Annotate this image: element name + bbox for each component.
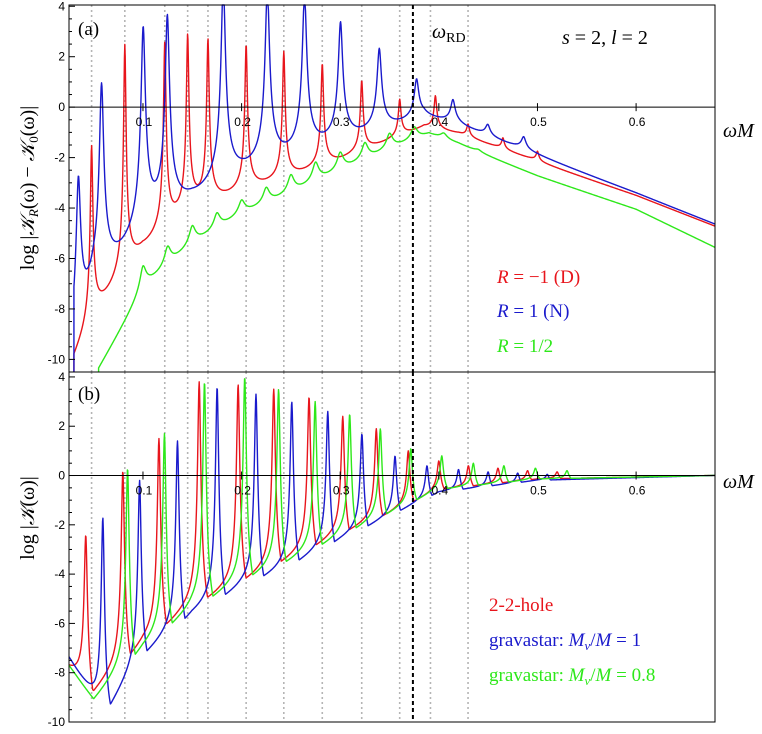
y-tick-label: -2 xyxy=(54,151,65,165)
panel-a-dotted-lines xyxy=(90,5,469,372)
panel-label-a: (a) xyxy=(78,19,99,40)
series-line-b-2 xyxy=(68,378,716,700)
legend-entry-r-1: R = 1 (N) xyxy=(496,301,569,322)
x-axis-label-a: ωM xyxy=(723,120,755,142)
y-tick-label: -8 xyxy=(54,302,65,316)
y-tick-label: -6 xyxy=(54,616,65,630)
x-tick-label: 0.1 xyxy=(136,115,153,129)
y-axis-label-b: log |𝒦(ω)| xyxy=(17,476,39,560)
y-axis-label-a: log |𝒦R(ω) − 𝒦0(ω)| xyxy=(17,106,41,270)
y-tick-label: 0 xyxy=(58,469,65,483)
ringdown-label: ωRD xyxy=(432,21,466,46)
y-tick-label: -10 xyxy=(48,352,66,366)
x-tick-label: 0.3 xyxy=(333,115,350,129)
x-tick-label: 0.1 xyxy=(136,484,153,498)
series-line-a-0 xyxy=(73,33,716,372)
y-tick-label: 2 xyxy=(58,419,65,433)
x-tick-label: 0.3 xyxy=(333,484,350,498)
y-tick-label: -4 xyxy=(54,201,65,215)
series-line-a-1 xyxy=(73,4,716,372)
legend-entry-r-half: R = 1/2 xyxy=(496,336,553,357)
panel-a-series xyxy=(73,4,716,372)
legend-entry-gravastar-1: gravastar: Mv/M = 1 xyxy=(489,630,641,653)
panel-b-frame xyxy=(68,371,716,723)
panel-b-series xyxy=(68,378,716,705)
x-tick-label: 0.4 xyxy=(432,484,449,498)
panel-b-axes: 0.1 0.2 0.3 0.4 0.5 0.6 4 2 0 -2 -4 -6 -8 -10 xyxy=(48,370,715,729)
panel-label-b: (b) xyxy=(78,384,100,405)
legend-a: R = −1 (D) R = 1 (N) R = 1/2 xyxy=(496,267,580,357)
panel-a-axes: 0.1 0.2 0.3 0.4 0.5 0.6 4 2 0 -2 -4 -6 -8 -10 xyxy=(48,0,715,373)
legend-entry-2-2-hole: 2-2-hole xyxy=(489,595,553,616)
y-tick-label: 4 xyxy=(58,370,65,384)
legend-entry-gravastar-08: gravastar: Mv/M = 0.8 xyxy=(489,665,655,688)
x-tick-label: 0.5 xyxy=(530,115,547,129)
panel-a: 0.1 0.2 0.3 0.4 0.5 0.6 4 2 0 -2 -4 -6 -8 -10 (a) ωRD… xyxy=(17,0,755,373)
series-line-a-2 xyxy=(97,126,716,372)
x-tick-label: 0.5 xyxy=(530,484,547,498)
y-tick-label: 4 xyxy=(58,0,65,13)
y-tick-label: -4 xyxy=(54,567,65,581)
legend-entry-r-minus1: R = −1 (D) xyxy=(496,267,580,288)
x-tick-label: 0.2 xyxy=(234,115,251,129)
y-tick-label: 2 xyxy=(58,50,65,64)
x-tick-label: 0.4 xyxy=(432,115,449,129)
series-line-b-1 xyxy=(68,388,716,705)
x-tick-label: 0.2 xyxy=(234,484,251,498)
legend-b: 2-2-hole gravastar: Mv/M = 1 gravastar: … xyxy=(489,595,655,688)
y-tick-label: -6 xyxy=(54,251,65,265)
y-tick-label: -10 xyxy=(48,715,66,729)
y-tick-label: -8 xyxy=(54,666,65,680)
x-tick-label: 0.6 xyxy=(629,115,646,129)
y-tick-label: 0 xyxy=(58,100,65,114)
x-tick-label: 0.6 xyxy=(629,484,646,498)
y-tick-label: -2 xyxy=(54,518,65,532)
annotation: s = 2, l = 2 xyxy=(562,27,648,49)
x-axis-label-b: ωM xyxy=(723,471,755,493)
